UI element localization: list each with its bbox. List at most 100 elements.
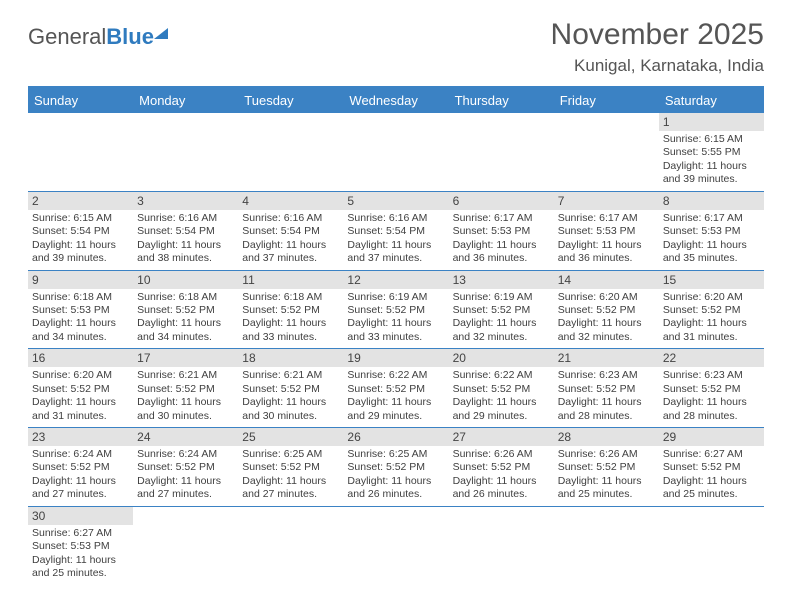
daylight2-line: and 37 minutes. xyxy=(347,252,444,265)
sunset-line: Sunset: 5:52 PM xyxy=(242,383,339,396)
calendar-cell: 26Sunrise: 6:25 AMSunset: 5:52 PMDayligh… xyxy=(343,428,448,506)
calendar-cell: . xyxy=(238,113,343,191)
sunset-line: Sunset: 5:52 PM xyxy=(137,304,234,317)
calendar-cell: . xyxy=(554,507,659,585)
daylight2-line: and 25 minutes. xyxy=(558,488,655,501)
calendar-cell: 21Sunrise: 6:23 AMSunset: 5:52 PMDayligh… xyxy=(554,349,659,427)
sunrise-line: Sunrise: 6:22 AM xyxy=(347,369,444,382)
daylight2-line: and 37 minutes. xyxy=(242,252,339,265)
day-number: 12 xyxy=(343,271,448,289)
daylight1-line: Daylight: 11 hours xyxy=(663,239,760,252)
daylight2-line: and 27 minutes. xyxy=(32,488,129,501)
calendar-cell: 19Sunrise: 6:22 AMSunset: 5:52 PMDayligh… xyxy=(343,349,448,427)
day-number: 4 xyxy=(238,192,343,210)
day-number: 2 xyxy=(28,192,133,210)
daylight2-line: and 28 minutes. xyxy=(558,410,655,423)
daylight1-line: Daylight: 11 hours xyxy=(347,317,444,330)
day-header: Thursday xyxy=(449,88,554,113)
calendar-cell: 28 Sunrise: 6:26 AMSunset: 5:52 PMDayligh… xyxy=(554,428,659,506)
cell-details: Sunrise: 6:23 AMSunset: 5:52 PMDaylight:… xyxy=(558,369,655,423)
cell-details: Sunrise: 6:17 AMSunset: 5:53 PMDaylight:… xyxy=(663,212,760,266)
day-header: Monday xyxy=(133,88,238,113)
daylight1-line: Daylight: 11 hours xyxy=(242,396,339,409)
sunrise-line: Sunrise: 6:18 AM xyxy=(242,291,339,304)
calendar-row: 9Sunrise: 6:18 AMSunset: 5:53 PMDaylight… xyxy=(28,271,764,350)
calendar-cell: 3Sunrise: 6:16 AMSunset: 5:54 PMDaylight… xyxy=(133,192,238,270)
daylight1-line: Daylight: 11 hours xyxy=(242,239,339,252)
sunrise-line: Sunrise: 6:20 AM xyxy=(32,369,129,382)
cell-details: Sunrise: 6:25 AMSunset: 5:52 PMDaylight:… xyxy=(242,448,339,502)
day-number: 13 xyxy=(449,271,554,289)
cell-details: Sunrise: 6:27 AMSunset: 5:52 PMDaylight:… xyxy=(663,448,760,502)
sunset-line: Sunset: 5:52 PM xyxy=(32,383,129,396)
cell-details: Sunrise: 6:21 AMSunset: 5:52 PMDaylight:… xyxy=(242,369,339,423)
calendar-cell: 5Sunrise: 6:16 AMSunset: 5:54 PMDaylight… xyxy=(343,192,448,270)
sunrise-line: Sunrise: 6:18 AM xyxy=(32,291,129,304)
calendar-cell: 11 Sunrise: 6:18 AMSunset: 5:52 PMDayligh… xyxy=(238,271,343,349)
calendar-cell: 13Sunrise: 6:19 AMSunset: 5:52 PMDayligh… xyxy=(449,271,554,349)
daylight1-line: Daylight: 11 hours xyxy=(347,239,444,252)
day-number: 10 xyxy=(133,271,238,289)
calendar-cell: . xyxy=(554,113,659,191)
sunset-line: Sunset: 5:53 PM xyxy=(453,225,550,238)
calendar-cell: 10 Sunrise: 6:18 AMSunset: 5:52 PMDayligh… xyxy=(133,271,238,349)
sunset-line: Sunset: 5:53 PM xyxy=(32,540,129,553)
calendar-cell: 4Sunrise: 6:16 AMSunset: 5:54 PMDaylight… xyxy=(238,192,343,270)
daylight1-line: Daylight: 11 hours xyxy=(453,239,550,252)
cell-details: Sunrise: 6:26 AMSunset: 5:52 PMDaylight:… xyxy=(453,448,550,502)
sunrise-line: Sunrise: 6:15 AM xyxy=(32,212,129,225)
sunrise-line: Sunrise: 6:27 AM xyxy=(663,448,760,461)
cell-details: Sunrise: 6:20 AMSunset: 5:52 PMDaylight:… xyxy=(32,369,129,423)
sunrise-line: Sunrise: 6:21 AM xyxy=(242,369,339,382)
daylight2-line: and 26 minutes. xyxy=(347,488,444,501)
calendar: Sunday Monday Tuesday Wednesday Thursday… xyxy=(28,86,764,585)
calendar-cell: . xyxy=(449,507,554,585)
daylight2-line: and 25 minutes. xyxy=(663,488,760,501)
cell-details: Sunrise: 6:21 AMSunset: 5:52 PMDaylight:… xyxy=(137,369,234,423)
cell-details: Sunrise: 6:16 AMSunset: 5:54 PMDaylight:… xyxy=(137,212,234,266)
cell-details: Sunrise: 6:27 AMSunset: 5:53 PMDaylight:… xyxy=(32,527,129,581)
daylight2-line: and 32 minutes. xyxy=(453,331,550,344)
day-number: 26 xyxy=(343,428,448,446)
daylight2-line: and 39 minutes. xyxy=(32,252,129,265)
daylight2-line: and 39 minutes. xyxy=(663,173,760,186)
sunrise-line: Sunrise: 6:19 AM xyxy=(453,291,550,304)
day-number: 30 xyxy=(28,507,133,525)
daylight2-line: and 38 minutes. xyxy=(137,252,234,265)
calendar-cell: 24Sunrise: 6:24 AMSunset: 5:52 PMDayligh… xyxy=(133,428,238,506)
page-title: November 2025 xyxy=(551,18,764,52)
daylight1-line: Daylight: 11 hours xyxy=(453,475,550,488)
calendar-cell: . xyxy=(343,113,448,191)
sunset-line: Sunset: 5:55 PM xyxy=(663,146,760,159)
sunset-line: Sunset: 5:52 PM xyxy=(242,304,339,317)
daylight2-line: and 27 minutes. xyxy=(137,488,234,501)
sunrise-line: Sunrise: 6:15 AM xyxy=(663,133,760,146)
sunset-line: Sunset: 5:52 PM xyxy=(663,461,760,474)
day-number: 28 xyxy=(554,428,659,446)
day-number: 15 xyxy=(659,271,764,289)
sunset-line: Sunset: 5:53 PM xyxy=(558,225,655,238)
cell-details: Sunrise: 6:18 AMSunset: 5:52 PMDaylight:… xyxy=(137,291,234,345)
daylight1-line: Daylight: 11 hours xyxy=(242,317,339,330)
daylight1-line: Daylight: 11 hours xyxy=(32,396,129,409)
calendar-cell: . xyxy=(133,507,238,585)
calendar-body: ......1Sunrise: 6:15 AMSunset: 5:55 PMDa… xyxy=(28,113,764,585)
day-number: 14 xyxy=(554,271,659,289)
sunset-line: Sunset: 5:52 PM xyxy=(347,461,444,474)
location-label: Kunigal, Karnataka, India xyxy=(551,56,764,76)
logo: GeneralBlue xyxy=(28,24,168,50)
sunset-line: Sunset: 5:54 PM xyxy=(347,225,444,238)
sunset-line: Sunset: 5:54 PM xyxy=(242,225,339,238)
sunrise-line: Sunrise: 6:18 AM xyxy=(137,291,234,304)
day-number: 20 xyxy=(449,349,554,367)
day-number: 11 xyxy=(238,271,343,289)
sunrise-line: Sunrise: 6:17 AM xyxy=(558,212,655,225)
sunrise-line: Sunrise: 6:24 AM xyxy=(32,448,129,461)
calendar-cell: 22Sunrise: 6:23 AMSunset: 5:52 PMDayligh… xyxy=(659,349,764,427)
daylight2-line: and 35 minutes. xyxy=(663,252,760,265)
daylight2-line: and 30 minutes. xyxy=(242,410,339,423)
calendar-cell: 15Sunrise: 6:20 AMSunset: 5:52 PMDayligh… xyxy=(659,271,764,349)
sunset-line: Sunset: 5:54 PM xyxy=(137,225,234,238)
sunset-line: Sunset: 5:52 PM xyxy=(453,304,550,317)
cell-details: Sunrise: 6:26 AMSunset: 5:52 PMDaylight:… xyxy=(558,448,655,502)
